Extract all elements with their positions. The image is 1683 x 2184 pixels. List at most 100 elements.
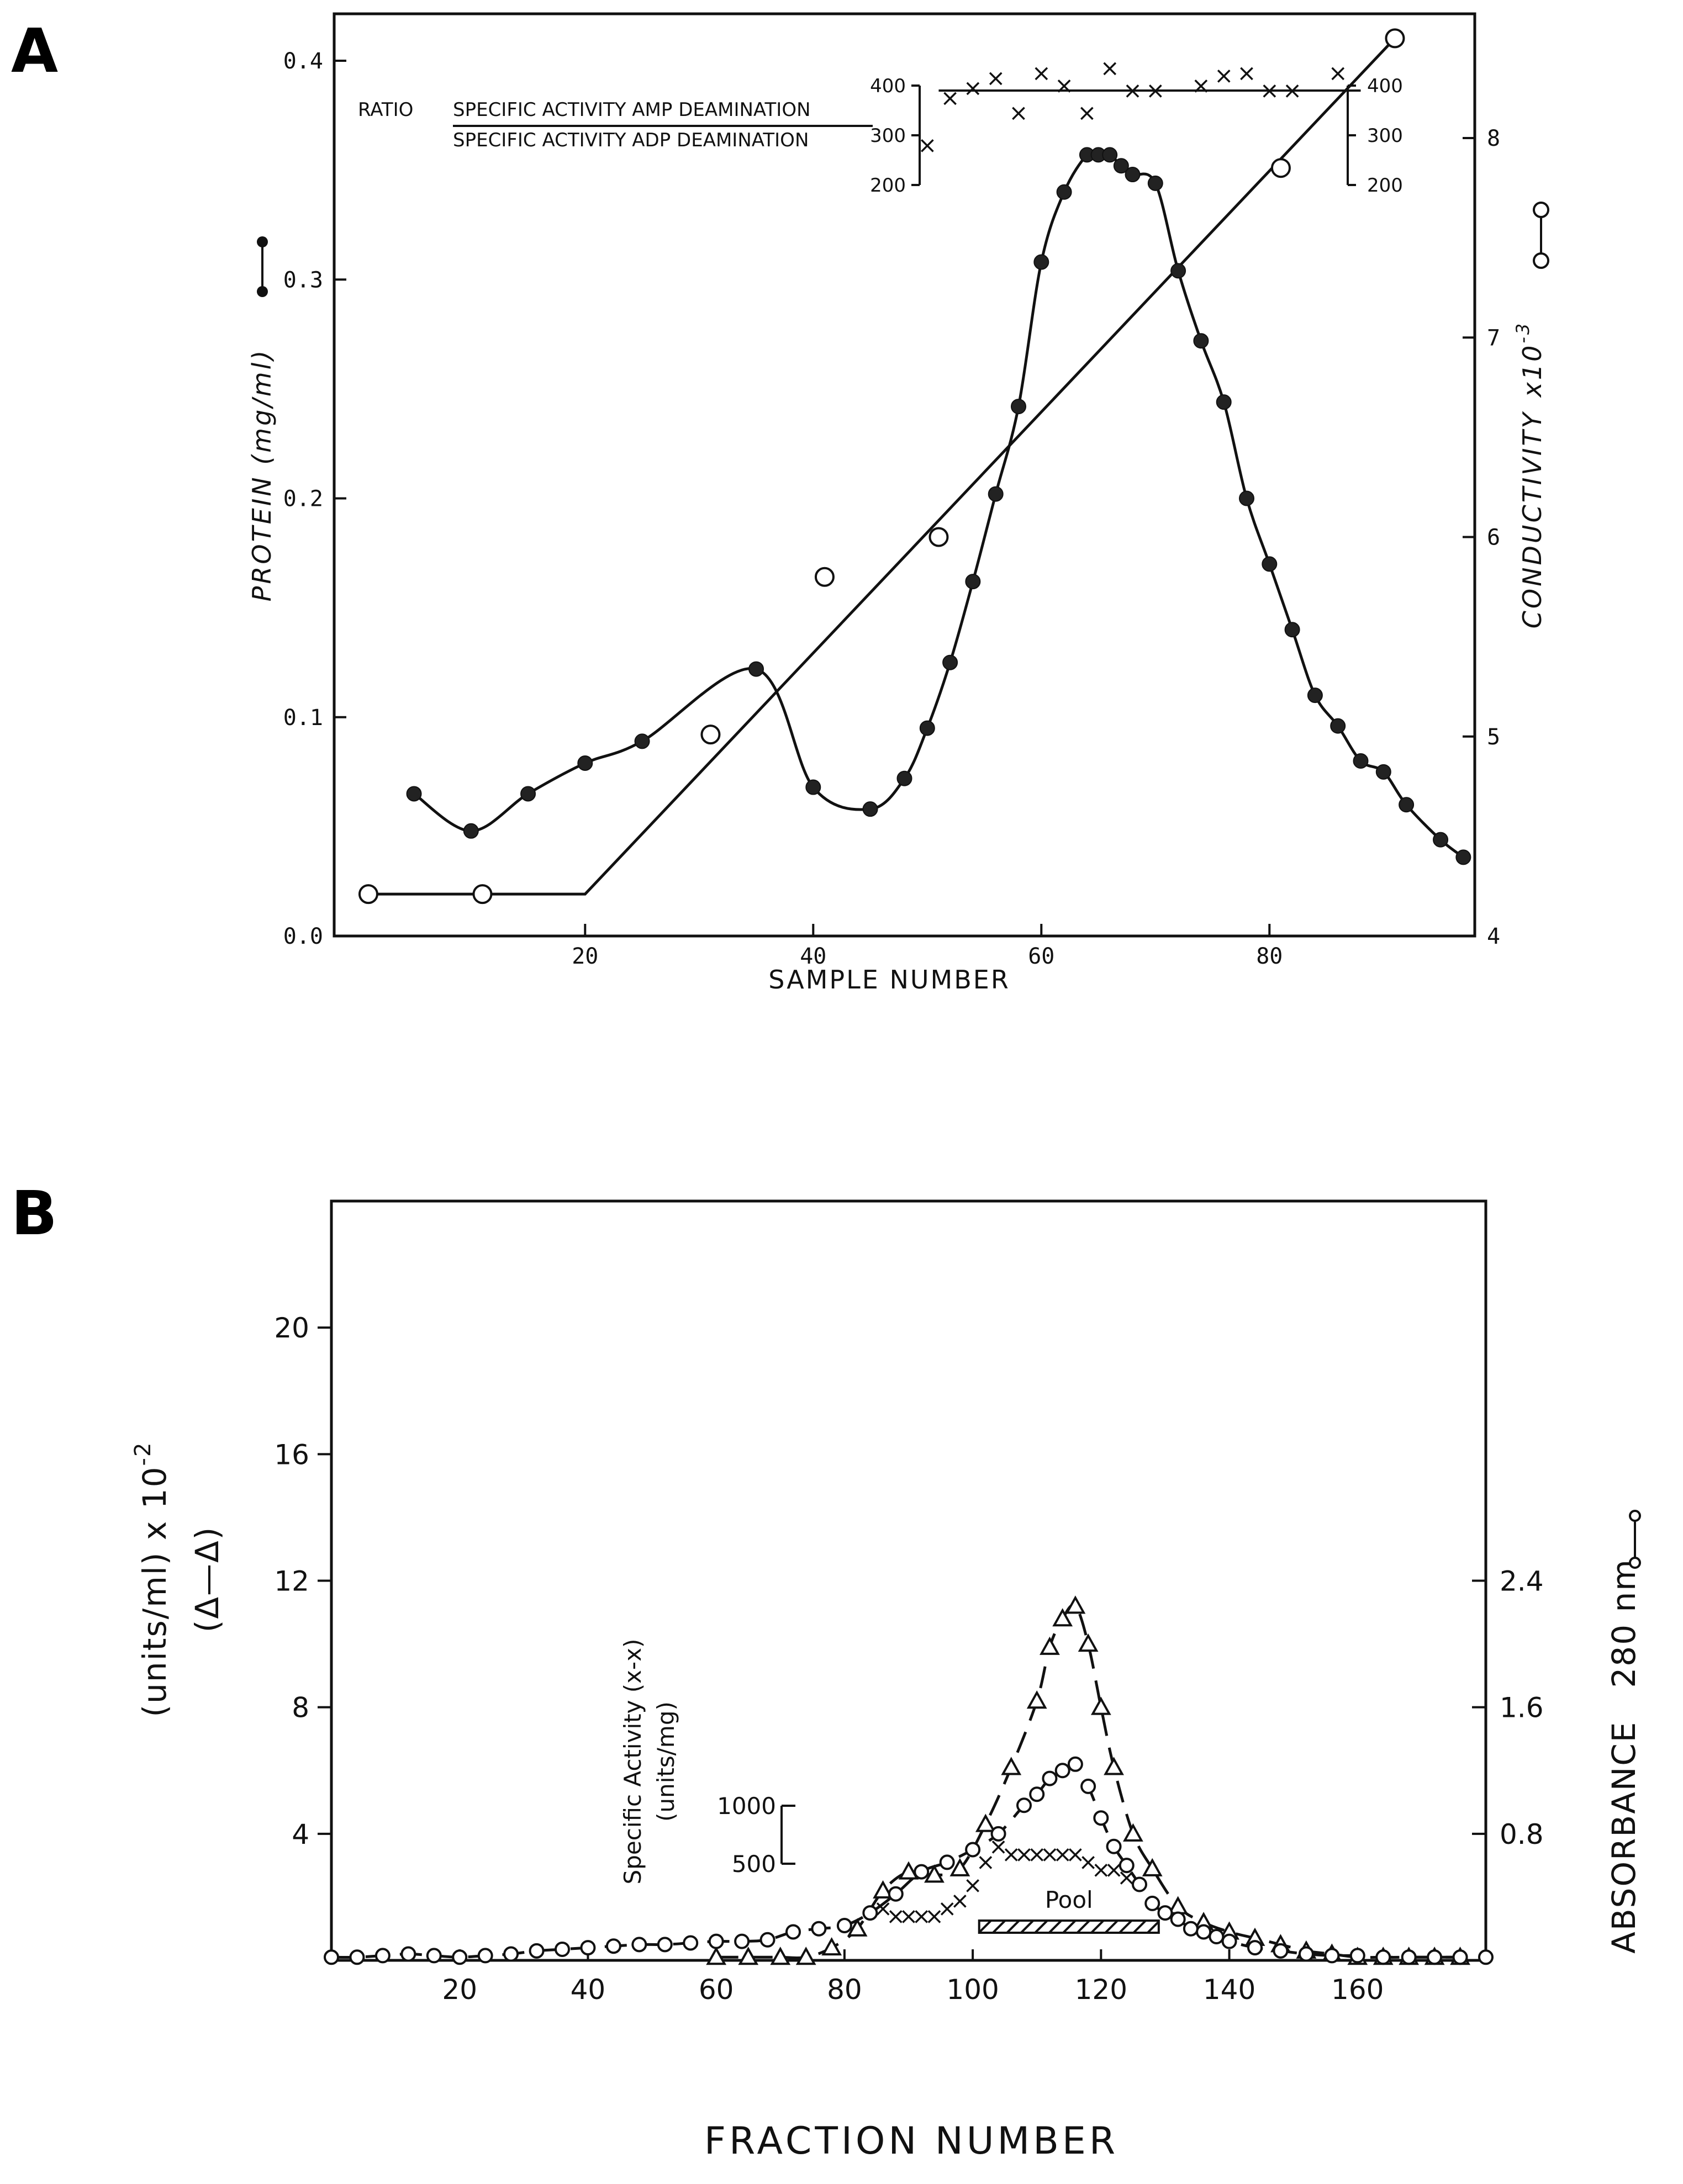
conductivity-point <box>814 567 835 587</box>
activity-point <box>1090 1696 1111 1715</box>
specific-activity-point: × <box>1014 1841 1033 1868</box>
panel-b-x-axis-title: FRACTION NUMBER <box>704 2119 1119 2163</box>
a-y-left-tick-label: 0.1 <box>283 705 323 731</box>
ratio-left-tick-label: 400 <box>870 75 906 97</box>
ratio-point: × <box>1191 72 1211 99</box>
absorbance-point <box>452 1949 468 1965</box>
ratio-point: × <box>1214 62 1233 89</box>
protein-legend-mark <box>257 236 268 297</box>
activity-point <box>770 1947 791 1965</box>
b-x-tick-label: 80 <box>827 1974 862 2006</box>
protein-point <box>748 661 764 677</box>
protein-point <box>1353 753 1369 769</box>
ratio-right-tick-label: 200 <box>1367 174 1403 197</box>
absorbance-point <box>657 1937 673 1953</box>
specific-activity-point: × <box>1065 1841 1085 1868</box>
specific-activity-tick-500: 500 <box>732 1850 776 1878</box>
absorbance-point <box>1298 1946 1314 1962</box>
protein-point <box>1284 622 1300 638</box>
ratio-left-tick-label: 300 <box>870 125 906 147</box>
a-x-tick-label: 60 <box>1028 944 1054 969</box>
protein-point <box>1147 175 1163 191</box>
absorbance-title-main: ABSORBANCE <box>1605 1721 1643 1954</box>
ratio-point: × <box>1009 99 1028 126</box>
b-x-tick-label: 120 <box>1075 1974 1127 2006</box>
absorbance-point <box>324 1949 339 1965</box>
a-x-tick-label: 80 <box>1256 944 1283 969</box>
b-x-tick-label: 140 <box>1203 1974 1255 2006</box>
a-y-right-tick-label: 5 <box>1487 725 1500 750</box>
activity-point <box>949 1858 970 1876</box>
a-y-left-tick-label: 0.2 <box>283 486 323 512</box>
absorbance-point <box>1209 1929 1225 1945</box>
panel-b-y-left-title: (units/ml) x 10-2 <box>130 1442 173 1717</box>
ratio-point: × <box>940 84 959 112</box>
specific-activity-point: × <box>1079 1848 1098 1875</box>
panel-a-x-ticks: 20 40 60 80 <box>572 924 1283 969</box>
b-y-right-tick-label: 0.8 <box>1500 1818 1544 1850</box>
absorbance-point <box>1093 1810 1109 1826</box>
specific-activity-label: Specific Activity (x-x) <box>619 1639 646 1885</box>
absorbance-point <box>683 1935 699 1951</box>
ratio-point: × <box>917 131 937 158</box>
pool-indicator: Pool <box>978 1886 1160 1934</box>
b-x-tick-label: 60 <box>699 1974 734 2006</box>
absorbance-point <box>811 1921 827 1937</box>
specific-activity-unit: (units/mg) <box>652 1701 679 1822</box>
specific-activity-point: × <box>989 1833 1008 1860</box>
activity-point <box>1122 1823 1143 1842</box>
ratio-left-tick-label: 200 <box>870 174 906 197</box>
pool-label: Pool <box>1045 1886 1093 1913</box>
b-y-left-tick-label: 20 <box>274 1312 309 1344</box>
absorbance-point <box>426 1948 442 1964</box>
activity-title-base: (units/ml) x 10 <box>136 1466 173 1717</box>
conductivity-point <box>928 527 949 547</box>
absorbance-point <box>836 1917 852 1933</box>
activity-point <box>1104 1757 1124 1775</box>
specific-activity-tick-1000: 1000 <box>717 1792 776 1820</box>
protein-point <box>919 720 935 736</box>
protein-point <box>1375 764 1391 780</box>
b-x-tick-label: 20 <box>442 1974 477 2006</box>
activity-point <box>1040 1636 1060 1655</box>
specific-activity-point: × <box>1104 1856 1123 1883</box>
ratio-point: × <box>963 75 983 102</box>
protein-point <box>1113 158 1129 174</box>
absorbance-point <box>1196 1924 1212 1940</box>
protein-point <box>634 733 650 749</box>
absorbance-point <box>785 1924 801 1940</box>
ratio-inset: RATIO SPECIFIC ACTIVITY AMP DEAMINATION … <box>358 55 1403 197</box>
conductivity-curve <box>368 37 1396 896</box>
absorbance-point <box>1042 1770 1058 1786</box>
b-x-tick-label: 100 <box>946 1974 999 2006</box>
absorbance-point <box>1080 1778 1096 1794</box>
protein-point <box>1433 832 1449 848</box>
a-y-left-tick-label: 0.3 <box>283 267 323 293</box>
absorbance-point <box>1067 1756 1083 1772</box>
absorbance-point <box>605 1938 621 1954</box>
absorbance-point <box>1183 1921 1199 1937</box>
panel-b-y-right-title: ABSORBANCE 280 nm <box>1605 1558 1643 1954</box>
panel-b-y-left-ticks: 4 8 12 16 20 <box>274 1312 331 1850</box>
specific-activity-point: × <box>925 1902 944 1929</box>
activity-point <box>706 1947 727 1965</box>
specific-activity-point: × <box>1117 1864 1136 1891</box>
panel-b: B 20 40 60 80 100 120 140 160 4 8 12 16 20 0.8 1.6 2.… <box>11 1178 1643 2163</box>
b-y-left-tick-label: 16 <box>274 1439 309 1471</box>
protein-point <box>862 801 878 817</box>
panel-a-y-left-ticks: 0.0 0.1 0.2 0.3 0.4 <box>283 49 346 949</box>
specific-activity-point: × <box>1027 1841 1047 1868</box>
ratio-denominator: SPECIFIC ACTIVITY ADP DEAMINATION <box>453 129 809 151</box>
panel-b-label: B <box>11 1178 57 1249</box>
b-x-tick-label: 40 <box>571 1974 606 2006</box>
protein-point <box>1170 263 1186 279</box>
conductivity-point <box>358 884 378 905</box>
absorbance-point <box>1170 1911 1186 1927</box>
protein-point <box>463 823 479 839</box>
protein-point <box>988 486 1004 502</box>
ratio-point: × <box>1146 77 1165 104</box>
conductivity-point <box>472 884 493 905</box>
absorbance-point <box>1401 1949 1417 1965</box>
protein-point <box>1193 333 1209 349</box>
protein-point <box>520 786 536 802</box>
